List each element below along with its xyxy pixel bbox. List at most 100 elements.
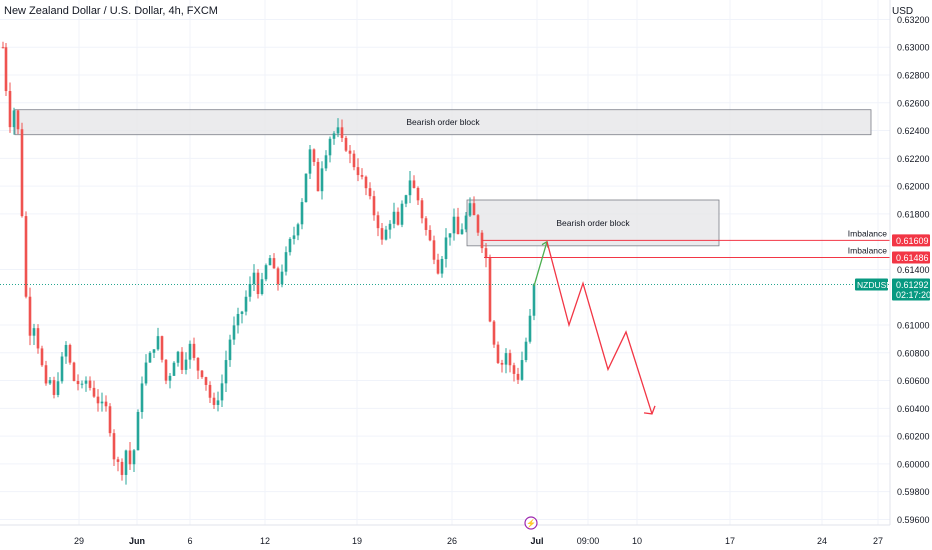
price-axis: 0.63200 0.63000 0.62800 0.62600 0.62400 0.622… xyxy=(0,0,930,526)
y-tick-label: 0.62000 xyxy=(897,182,930,192)
candle-body xyxy=(308,149,312,174)
candle-body xyxy=(60,356,64,382)
candle-body xyxy=(384,229,388,240)
candle-body xyxy=(364,176,368,189)
candle-body xyxy=(380,228,384,240)
event-icon xyxy=(524,516,538,530)
candle-body xyxy=(400,203,404,225)
candle-body xyxy=(136,411,140,451)
candle-body xyxy=(104,401,108,407)
candle-body xyxy=(464,215,468,230)
candlesticks xyxy=(1,41,536,485)
candle-body xyxy=(1,47,5,49)
candle-body xyxy=(512,365,516,374)
candle-body xyxy=(412,180,416,188)
x-tick-label: 17 xyxy=(725,536,735,546)
chart-title: New Zealand Dollar / U.S. Dollar, 4h, FX… xyxy=(4,5,218,17)
candle-body xyxy=(348,150,352,154)
candle-body xyxy=(196,357,200,371)
candle-body xyxy=(200,370,204,378)
candle-body xyxy=(232,325,236,340)
order-blocks: Bearish order block Bearish order block xyxy=(14,109,872,247)
y-tick-label: 0.61800 xyxy=(897,209,930,219)
order-block-label: Bearish order block xyxy=(556,218,630,228)
candle-body xyxy=(356,167,360,176)
candle-body xyxy=(268,258,272,266)
candle-body xyxy=(212,397,216,405)
candle-body xyxy=(444,237,448,259)
time-axis: 29 Jun 6 12 19 26 Jul 09:00 10 17 24 27 ⚡ xyxy=(74,516,883,546)
candle-body xyxy=(352,153,356,168)
candle-body xyxy=(368,188,372,197)
candle-body xyxy=(252,272,256,285)
candle-body xyxy=(68,344,72,363)
candle-body xyxy=(496,344,500,363)
candle-body xyxy=(208,384,212,398)
y-tick-label: 0.60200 xyxy=(897,432,930,442)
bar-countdown: 02:17:20 xyxy=(896,290,931,300)
candle-body xyxy=(16,110,20,130)
x-tick-label: 24 xyxy=(817,536,827,546)
candle-body xyxy=(404,195,408,204)
x-tick-label: Jul xyxy=(530,536,543,546)
candle-body xyxy=(128,450,132,465)
candle-body xyxy=(312,149,316,162)
order-block-label: Bearish order block xyxy=(406,117,480,127)
candle-body xyxy=(56,381,60,395)
order-block-zone xyxy=(14,109,872,136)
candle-body xyxy=(172,362,176,376)
x-tick-label: 09:00 xyxy=(577,536,600,546)
y-tick-label: 0.60000 xyxy=(897,459,930,469)
projection-down-path xyxy=(546,241,653,415)
y-tick-label: 0.62400 xyxy=(897,126,930,136)
y-tick-label: 0.61000 xyxy=(897,321,930,331)
y-tick-label: 0.62600 xyxy=(897,98,930,108)
event-icon-glyph: ⚡ xyxy=(526,518,536,528)
candle-body xyxy=(516,373,520,380)
symbol-label: NZDUSD xyxy=(857,280,892,290)
candle-body xyxy=(524,341,528,361)
candle-body xyxy=(192,343,196,358)
currency-label[interactable]: USD xyxy=(892,6,914,17)
candle-body xyxy=(228,339,232,361)
imbalance-price: 0.61486 xyxy=(896,253,929,263)
candle-body xyxy=(376,215,380,229)
y-tick-label: 0.61400 xyxy=(897,265,930,275)
current-price-value: 0.61292 xyxy=(896,280,929,290)
candle-body xyxy=(420,200,424,219)
candle-body xyxy=(40,348,44,366)
imbalance-levels: Imbalance 0.61609 Imbalance 0.61486 NZDUSD 0.… xyxy=(0,228,931,301)
candle-body xyxy=(108,406,112,434)
candle-body xyxy=(460,229,464,235)
projection-path xyxy=(533,240,656,415)
candle-body xyxy=(124,450,128,475)
candle-body xyxy=(304,173,308,203)
candle-body xyxy=(184,359,188,370)
candle-body xyxy=(476,215,480,233)
current-price-tag xyxy=(892,278,930,301)
candle-body xyxy=(188,343,192,360)
candle-body xyxy=(76,380,80,385)
y-tick-label: 0.60400 xyxy=(897,404,930,414)
candle-body xyxy=(292,235,296,239)
candle-body xyxy=(100,401,104,404)
candle-body xyxy=(452,216,456,234)
x-tick-label: Jun xyxy=(129,536,145,546)
y-tick-label: 0.63200 xyxy=(897,15,930,25)
y-tick-label: 0.59600 xyxy=(897,515,930,525)
projection-arrowhead xyxy=(643,405,656,415)
candle-body xyxy=(12,110,16,128)
grid xyxy=(0,0,890,525)
candle-body xyxy=(532,284,536,316)
imbalance-price-tag xyxy=(892,234,930,247)
candle-body xyxy=(280,271,284,285)
candle-body xyxy=(36,328,40,349)
candle-body xyxy=(84,380,88,384)
candle-body xyxy=(472,203,476,216)
candle-body xyxy=(360,175,364,177)
x-tick-label: 27 xyxy=(873,536,883,546)
candle-body xyxy=(240,311,244,314)
x-tick-label: 12 xyxy=(260,536,270,546)
